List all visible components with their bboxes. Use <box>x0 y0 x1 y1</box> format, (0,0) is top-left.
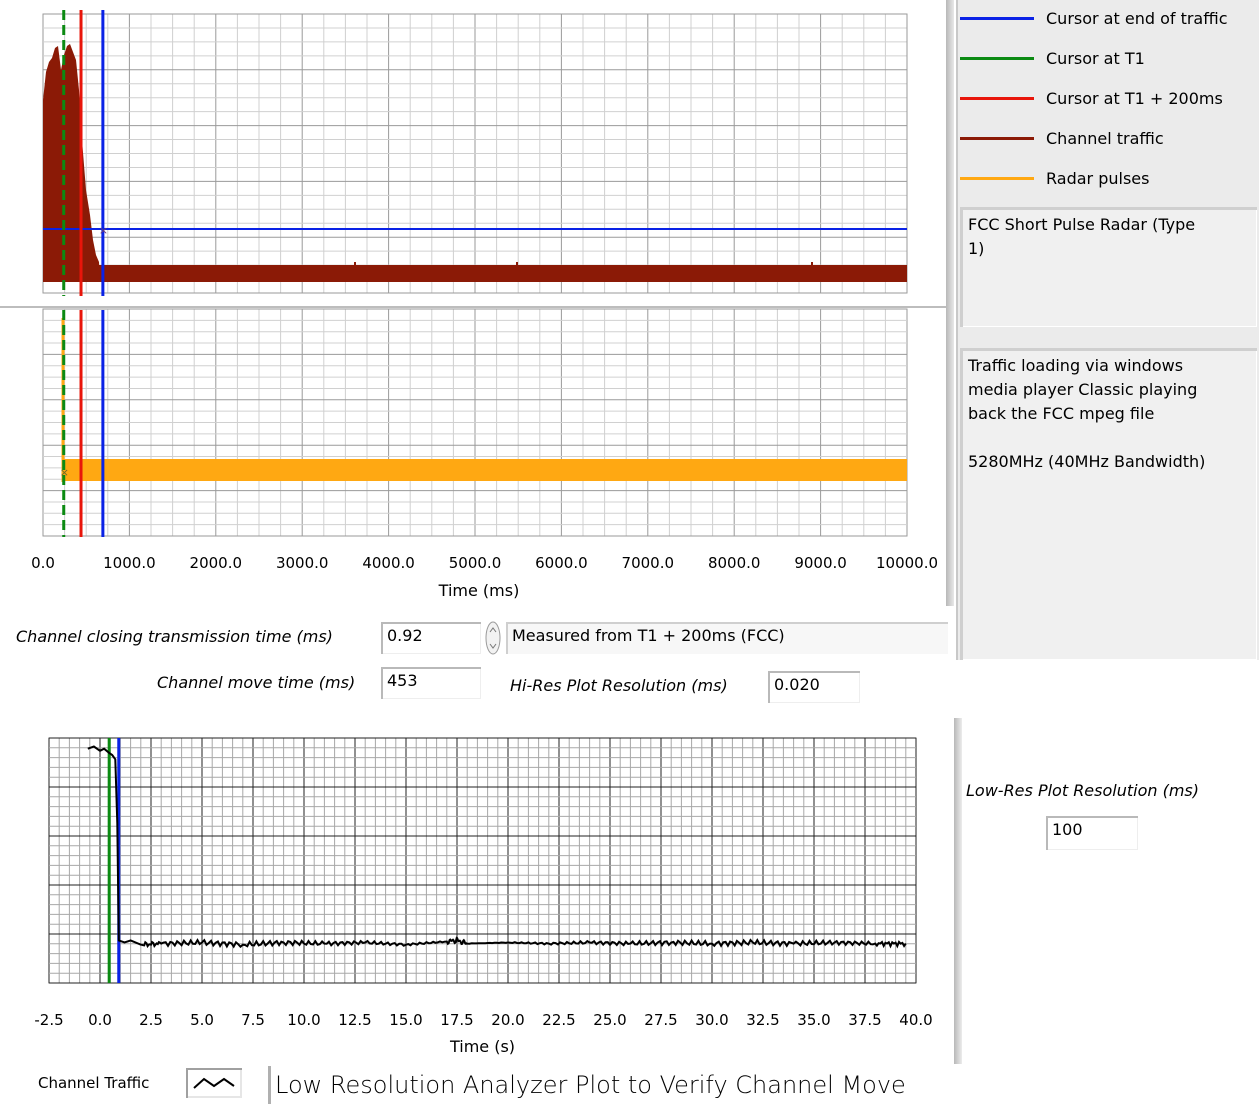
x-tick-label: 5.0 <box>190 1011 214 1029</box>
cursor-marker: × <box>60 466 69 479</box>
hi-res-graph: × × 0.0 1000.0 2000.0 3000.0 4000.0 5000.0 6000.… <box>0 10 946 600</box>
plot-separator <box>0 294 946 308</box>
x-tick-label: 10.0 <box>287 1011 320 1029</box>
hires-resolution-label: Hi-Res Plot Resolution (ms) <box>510 676 728 695</box>
x-tick-label: 27.5 <box>644 1011 677 1029</box>
x-tick-label: 25.0 <box>593 1011 626 1029</box>
closing-time-label: Channel closing transmission time (ms) <box>16 627 333 646</box>
x-tick-label: 2.5 <box>139 1011 163 1029</box>
x-axis-title: Time (s) <box>449 1037 515 1056</box>
legend-swatch <box>960 96 1034 100</box>
plot-legend-label: Channel Traffic <box>38 1074 150 1092</box>
hi-res-graph-panel: × × 0.0 1000.0 2000.0 3000.0 4000.0 5000.0 6000.… <box>0 0 946 606</box>
x-tick-label: 30.0 <box>695 1011 728 1029</box>
x-tick-label: 37.5 <box>848 1011 881 1029</box>
x-tick-label: 8000.0 <box>708 554 761 572</box>
graph-frame-edge <box>946 0 954 606</box>
channel-traffic-burst <box>43 44 100 282</box>
x-axis-title: Time (ms) <box>438 581 520 600</box>
move-time-field[interactable]: 453 <box>381 667 481 699</box>
x-tick-label: 40.0 <box>899 1011 932 1029</box>
spin-arrows-icon[interactable] <box>484 620 502 656</box>
move-time-label: Channel move time (ms) <box>157 673 356 692</box>
low-res-graph-panel: -2.5 0.0 2.5 5.0 7.5 10.0 12.5 15.0 17.5 20.0 22.5… <box>0 715 954 1064</box>
legend-label: Radar pulses <box>1046 168 1150 188</box>
legend-item[interactable]: Cursor at T1 + 200ms <box>960 88 1259 108</box>
closing-time-field[interactable]: 0.92 <box>381 622 481 654</box>
x-tick-label: 10000.0 <box>876 554 938 572</box>
x-tick-label: 2000.0 <box>190 554 243 572</box>
legend-item[interactable]: Radar pulses <box>960 168 1259 188</box>
x-tick-label: 4000.0 <box>362 554 415 572</box>
legend-swatch <box>960 136 1034 140</box>
low-res-graph-frame-edge <box>954 718 962 1064</box>
legend-swatch <box>960 176 1034 180</box>
x-tick-label: -2.5 <box>34 1011 63 1029</box>
x-tick-label: 9000.0 <box>794 554 847 572</box>
x-tick-label: 0.0 <box>88 1011 112 1029</box>
x-tick-label: 35.0 <box>797 1011 830 1029</box>
line-style-icon[interactable] <box>186 1068 242 1098</box>
plot-title: Low Resolution Analyzer Plot to Verify C… <box>268 1066 958 1104</box>
channel-traffic-band <box>43 265 907 282</box>
x-tick-label: 32.5 <box>746 1011 779 1029</box>
x-tick-label: 12.5 <box>338 1011 371 1029</box>
legend-swatch <box>960 56 1034 60</box>
x-tick-label: 17.5 <box>440 1011 473 1029</box>
right-panel-edge <box>956 0 959 660</box>
radar-pulses-band <box>62 459 907 481</box>
legend-label: Channel traffic <box>1046 128 1164 148</box>
legend-label: Cursor at end of traffic <box>1046 8 1228 28</box>
x-tick-label: 15.0 <box>389 1011 422 1029</box>
lowres-resolution-field[interactable]: 100 <box>1046 816 1138 850</box>
test-notes-text[interactable]: Traffic loading via windows media player… <box>960 348 1257 660</box>
x-tick-label: 1000.0 <box>103 554 156 572</box>
channel-traffic-line <box>87 745 907 949</box>
x-tick-label: 7.5 <box>241 1011 265 1029</box>
legend-item[interactable]: Cursor at end of traffic <box>960 8 1259 28</box>
measured-from-field: Measured from T1 + 200ms (FCC) <box>506 622 948 654</box>
radar-type-text[interactable]: FCC Short Pulse Radar (Type 1) <box>960 207 1257 327</box>
lowres-resolution-label: Low-Res Plot Resolution (ms) <box>966 781 1199 800</box>
legend-item[interactable]: Cursor at T1 <box>960 48 1259 68</box>
x-tick-label: 7000.0 <box>622 554 675 572</box>
x-tick-label: 6000.0 <box>535 554 588 572</box>
legend-label: Cursor at T1 <box>1046 48 1145 68</box>
x-tick-label: 3000.0 <box>276 554 329 572</box>
cursor-marker: × <box>99 224 108 237</box>
x-tick-label: 22.5 <box>542 1011 575 1029</box>
x-tick-label: 20.0 <box>491 1011 524 1029</box>
legend-label: Cursor at T1 + 200ms <box>1046 88 1223 108</box>
x-tick-label: 5000.0 <box>449 554 502 572</box>
x-tick-label: 0.0 <box>31 554 55 572</box>
legend-item[interactable]: Channel traffic <box>960 128 1259 148</box>
legend-swatch <box>960 16 1034 20</box>
hires-resolution-field[interactable]: 0.020 <box>768 671 860 703</box>
low-res-graph: -2.5 0.0 2.5 5.0 7.5 10.0 12.5 15.0 17.5 20.0 22.5… <box>34 737 933 1056</box>
